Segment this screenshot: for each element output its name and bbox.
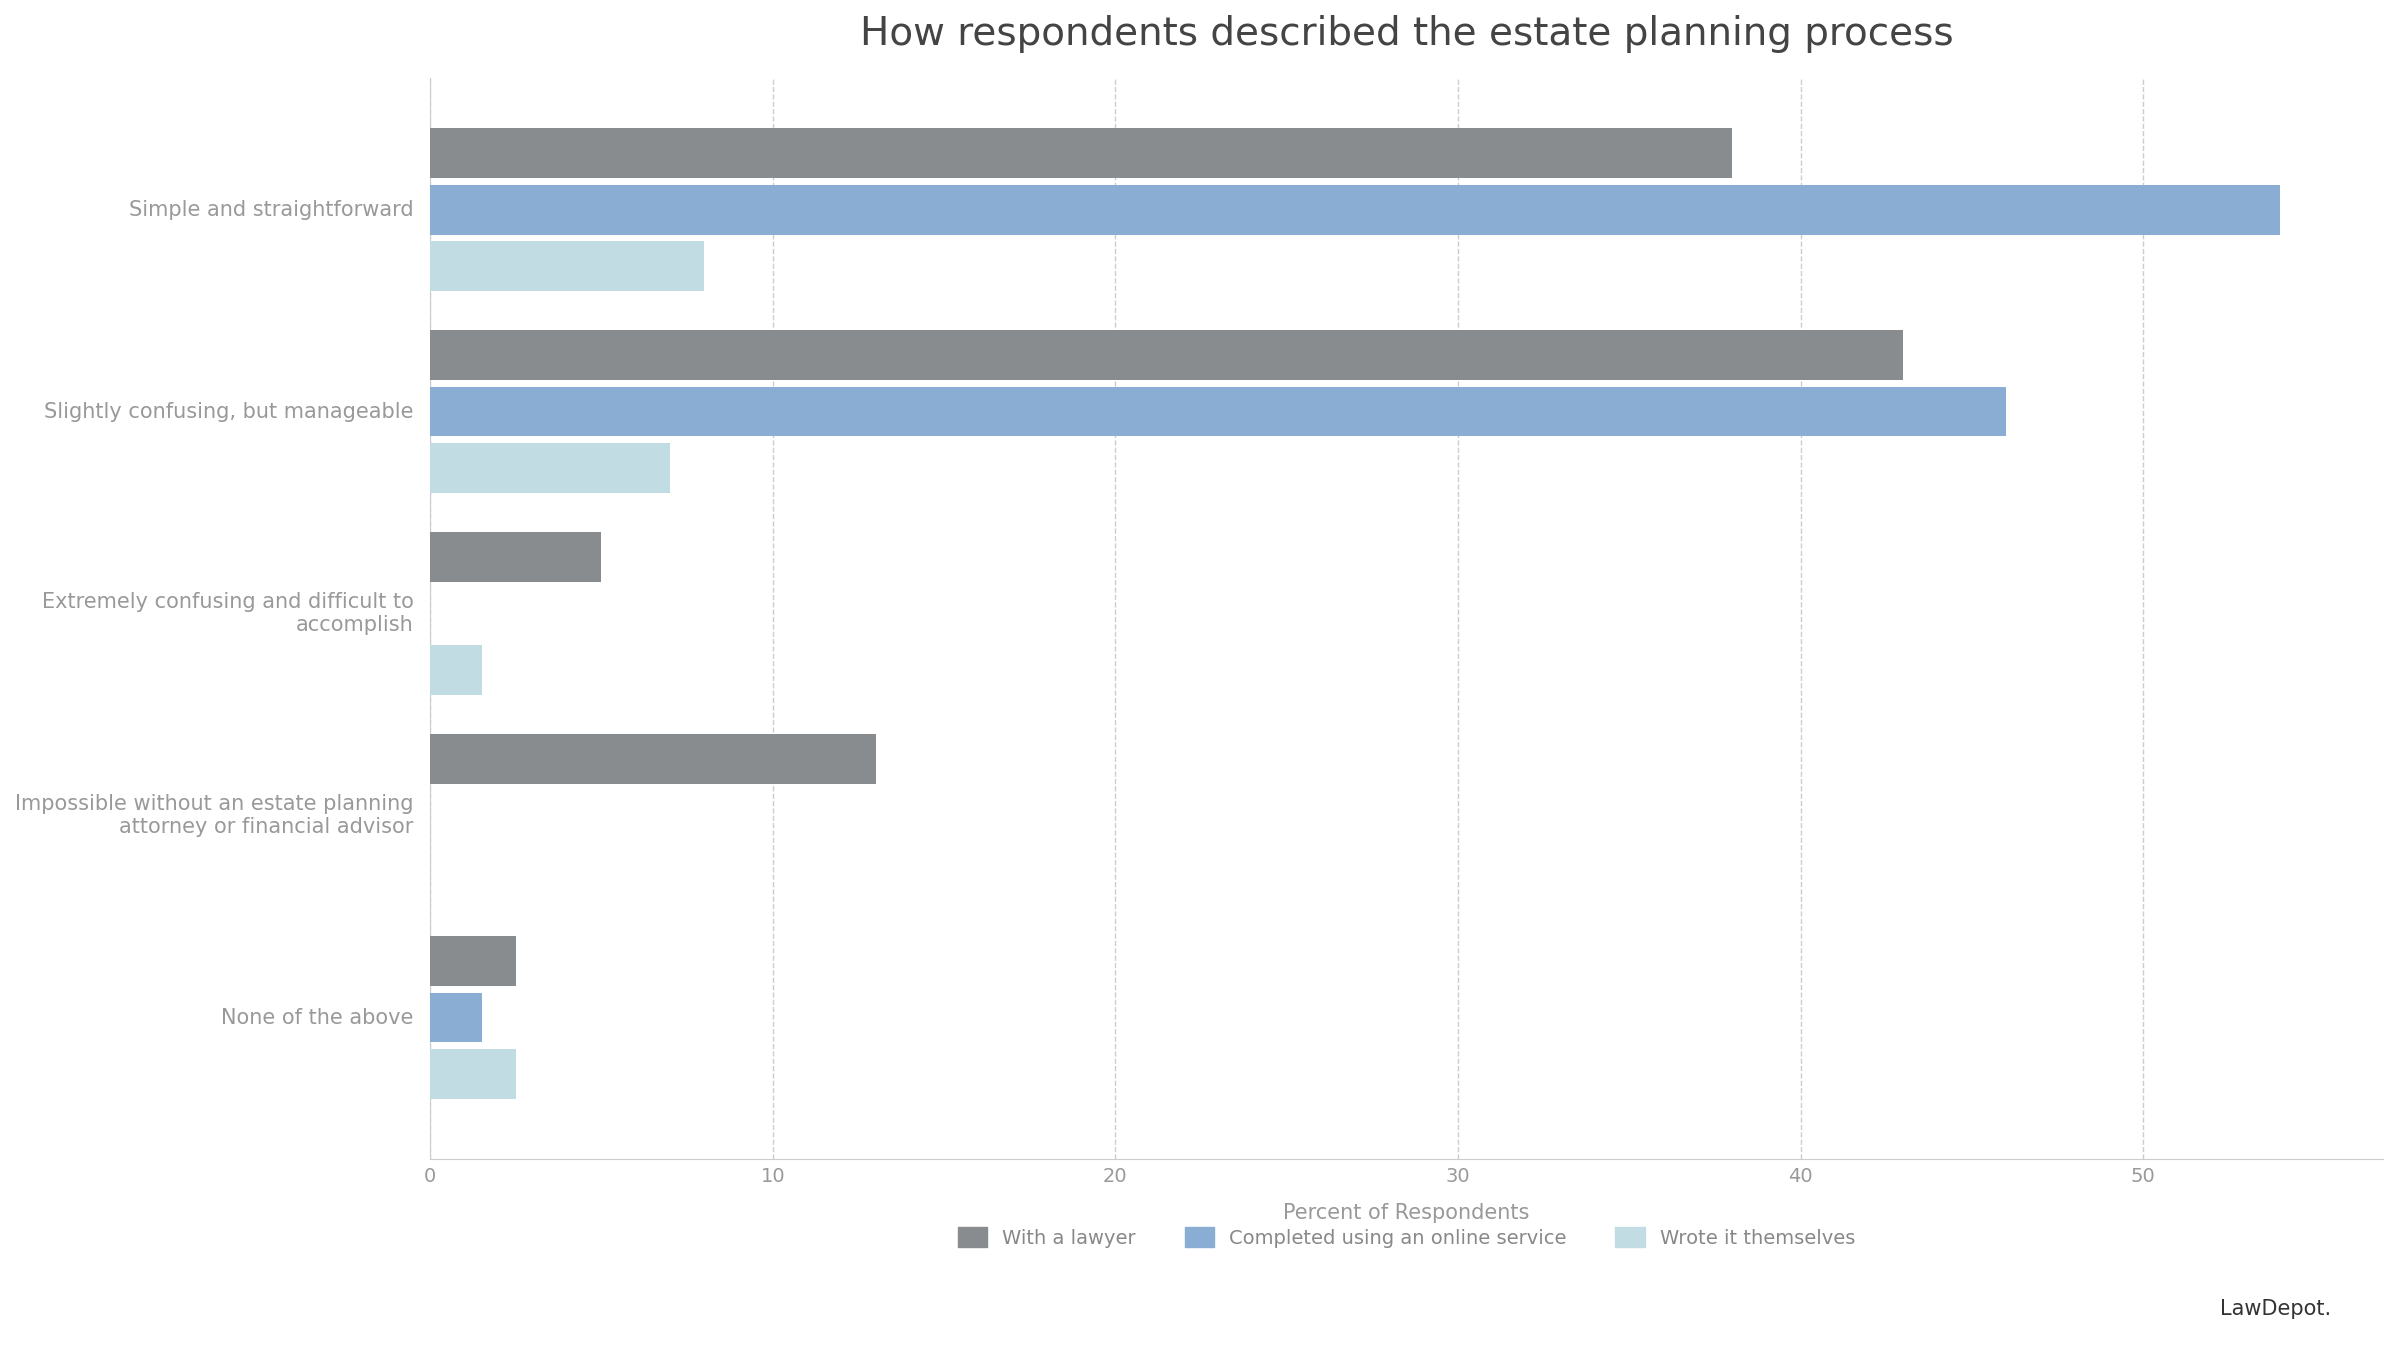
Bar — [429, 734, 875, 784]
Bar — [429, 993, 482, 1043]
Title: How respondents described the estate planning process: How respondents described the estate pla… — [861, 15, 1954, 53]
X-axis label: Percent of Respondents: Percent of Respondents — [1283, 1203, 1530, 1224]
Text: LawDepot.: LawDepot. — [2221, 1299, 2331, 1319]
Bar — [429, 645, 482, 695]
Bar — [429, 331, 1904, 380]
Legend: With a lawyer, Completed using an online service, Wrote it themselves: With a lawyer, Completed using an online… — [947, 1217, 1866, 1257]
Bar — [429, 387, 2007, 437]
Bar — [429, 128, 1731, 178]
Bar — [429, 241, 705, 291]
Bar — [429, 936, 516, 986]
Bar — [429, 185, 2280, 235]
Bar — [429, 1050, 516, 1099]
Bar — [429, 444, 669, 492]
Bar — [429, 532, 602, 581]
